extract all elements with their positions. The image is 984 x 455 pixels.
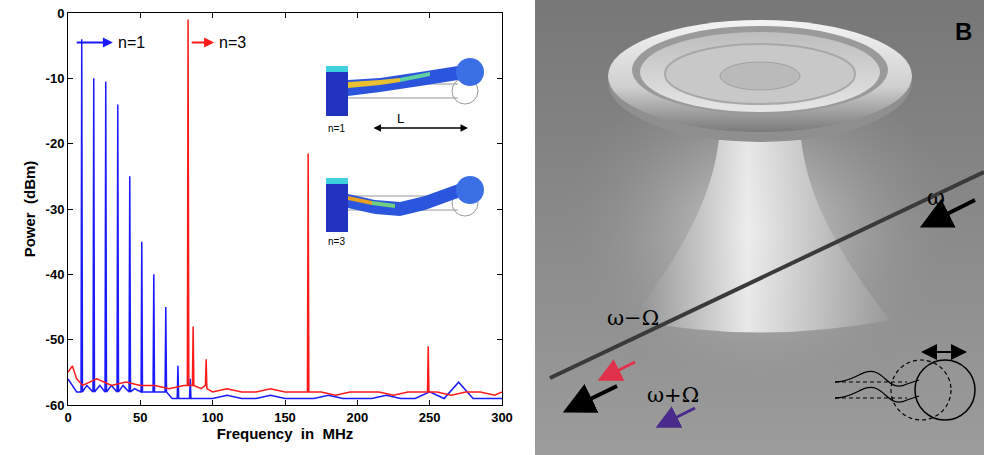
svg-text:-60: -60 [46, 398, 65, 413]
svg-text:-10: -10 [46, 71, 65, 86]
svg-text:Power (dBm): Power (dBm) [21, 161, 38, 258]
svg-text:150: 150 [274, 410, 296, 425]
svg-text:-50: -50 [46, 332, 65, 347]
svg-text:100: 100 [202, 410, 224, 425]
svg-text:200: 200 [346, 410, 368, 425]
svg-text:n=3: n=3 [328, 236, 345, 247]
svg-text:n=3: n=3 [219, 34, 246, 51]
svg-text:300: 300 [491, 410, 513, 425]
svg-text:ω−Ω: ω−Ω [607, 306, 659, 330]
svg-text:-40: -40 [46, 267, 65, 282]
svg-text:-30: -30 [46, 202, 65, 217]
svg-text:ω+Ω: ω+Ω [647, 383, 699, 407]
svg-text:L: L [397, 111, 404, 126]
svg-text:50: 50 [133, 410, 147, 425]
svg-text:B: B [955, 18, 972, 45]
svg-text:Frequency in MHz: Frequency in MHz [217, 425, 354, 442]
svg-text:ω: ω [927, 185, 945, 210]
svg-text:0: 0 [64, 410, 71, 425]
svg-text:-20: -20 [46, 136, 65, 151]
svg-text:n=1: n=1 [328, 123, 345, 134]
svg-text:n=1: n=1 [118, 34, 145, 51]
svg-text:0: 0 [57, 6, 64, 21]
svg-text:250: 250 [419, 410, 441, 425]
